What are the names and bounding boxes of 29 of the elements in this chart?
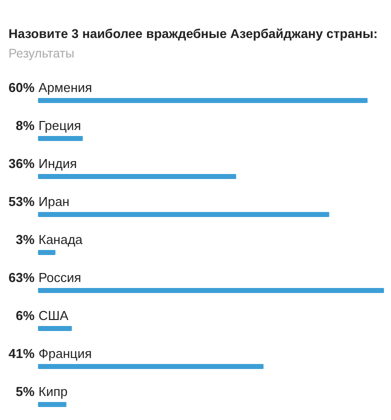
y-tick-label: США [38, 308, 69, 323]
data-label: 8% [16, 118, 35, 133]
bar [38, 288, 384, 293]
data-label: 36% [8, 156, 35, 171]
data-label: 53% [8, 194, 35, 209]
y-tick-label: Кипр [38, 384, 68, 399]
chart-subtitle: Результаты [8, 46, 74, 60]
data-label: 3% [16, 232, 35, 247]
data-label: 60% [8, 80, 35, 95]
bar [38, 136, 83, 141]
y-tick-label: Иран [38, 194, 70, 209]
data-label: 5% [16, 384, 35, 399]
data-label: 6% [16, 308, 35, 323]
data-label: 41% [8, 346, 35, 361]
y-tick-label: Россия [38, 270, 82, 285]
bar [38, 212, 330, 217]
bar [38, 250, 56, 255]
y-tick-label: Греция [38, 118, 82, 133]
chart-title: Назовите 3 наиболее враждебные Азербайджану страны: [8, 26, 378, 41]
y-tick-label: Индия [38, 156, 77, 171]
y-tick-label: Франция [38, 346, 92, 361]
y-tick-label: Канада [38, 232, 84, 247]
bar [38, 174, 236, 179]
bar [38, 326, 72, 331]
y-tick-label: Армения [38, 80, 92, 95]
bar [38, 364, 264, 369]
data-label: 63% [8, 270, 35, 285]
bar [38, 98, 368, 103]
bar [38, 402, 66, 407]
